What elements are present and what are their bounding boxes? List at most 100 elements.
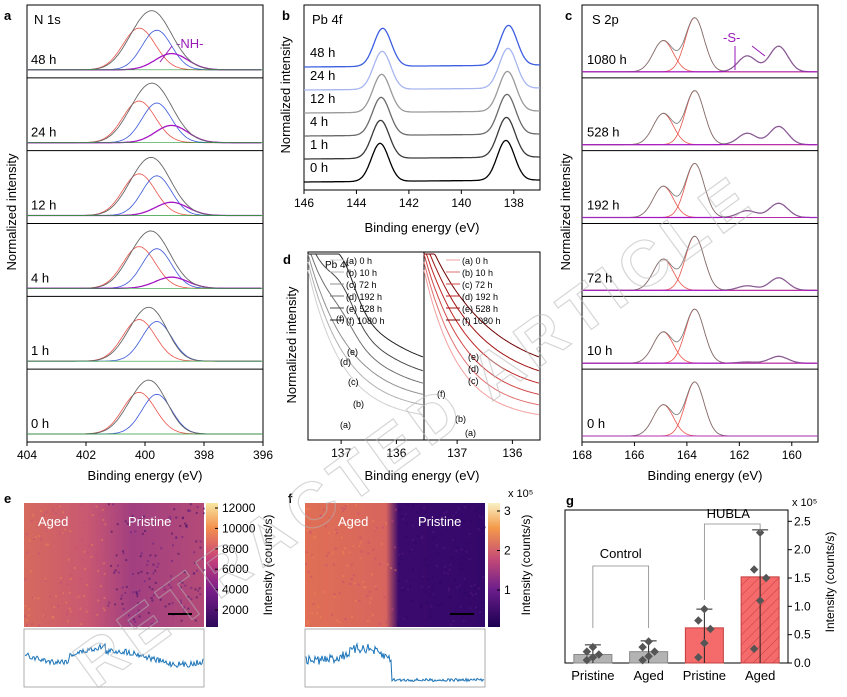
texture-dot (374, 528, 377, 531)
texture-dot (481, 606, 484, 608)
texture-dot (37, 597, 40, 600)
texture-dot (122, 550, 125, 553)
texture-dot (61, 592, 64, 594)
y-tick-label: 0.0 (794, 656, 811, 670)
texture-dot (338, 621, 341, 624)
texture-dot (405, 512, 408, 515)
texture-dot (425, 591, 427, 594)
panel-title: S 2p (592, 12, 619, 27)
trace-label: 4 h (31, 270, 49, 285)
colorbar-label: Intensity (counts/s) (261, 515, 275, 616)
texture-dot (469, 607, 472, 610)
texture-dot (66, 583, 69, 586)
texture-dot (468, 558, 471, 561)
texture-dot (187, 509, 190, 512)
texture-dot (349, 583, 352, 585)
texture-dot (452, 514, 455, 517)
panel-g: g x 10⁵ Intensity (counts/s) 2.5 2.0 1.5 1.… (564, 493, 837, 683)
texture-dot (311, 554, 314, 557)
texture-dot (438, 581, 441, 584)
x-tick-label: 404 (17, 448, 37, 462)
texture-dot (421, 535, 424, 538)
texture-dot (168, 523, 171, 526)
texture-dot (85, 610, 88, 613)
texture-dot (151, 622, 154, 625)
texture-dot (27, 614, 30, 617)
texture-dot (98, 514, 101, 517)
curve-label: (b) (455, 414, 466, 424)
texture-dot (435, 544, 438, 547)
texture-dot (385, 522, 388, 525)
texture-dot (305, 551, 308, 554)
texture-dot (138, 615, 141, 618)
fit-peak-blue (27, 175, 262, 216)
texture-dot (189, 509, 192, 512)
trace-label: 1080 h (587, 52, 627, 67)
envelope (27, 82, 262, 144)
texture-dot (341, 517, 344, 520)
texture-dot (472, 594, 474, 597)
texture-dot (368, 590, 371, 593)
fit-peak-red (27, 100, 262, 144)
texture-dot (137, 520, 140, 523)
heatmap-image (305, 503, 485, 627)
y-tick-label: 0.5 (794, 628, 811, 642)
data-point (594, 650, 604, 659)
region-label-pristine: Pristine (418, 514, 461, 529)
texture-dot (451, 525, 454, 528)
texture-dot (185, 524, 188, 527)
texture-dot (357, 583, 360, 586)
texture-dot (24, 605, 27, 607)
texture-dot (203, 507, 206, 510)
data-point (638, 642, 647, 652)
annotation-arrow (751, 45, 766, 57)
texture-dot (459, 589, 462, 592)
texture-dot (476, 608, 479, 611)
texture-dot (48, 527, 51, 530)
texture-dot (335, 532, 338, 535)
texture-dot (55, 595, 58, 598)
texture-dot (62, 511, 65, 514)
texture-dot (344, 518, 347, 521)
texture-dot (157, 562, 160, 565)
texture-dot (195, 596, 198, 599)
texture-dot (146, 572, 149, 575)
texture-dot (113, 572, 116, 575)
texture-dot (135, 592, 138, 595)
texture-dot (47, 543, 50, 546)
texture-dot (59, 581, 62, 584)
texture-dot (467, 594, 470, 597)
texture-dot (91, 514, 94, 517)
texture-dot (52, 616, 55, 619)
texture-dot (75, 547, 77, 550)
panel-a: a N 1s -NH- Normalized intensity Binding… (4, 4, 273, 483)
panel-letter: a (4, 8, 12, 23)
texture-dot (438, 582, 441, 585)
panel-b: b Pb 4f Normalized intensity Binding ene… (278, 4, 541, 235)
texture-dot (461, 567, 464, 570)
texture-dot (333, 531, 336, 534)
texture-dot (43, 513, 46, 516)
y-axis-label: Normalized intensity (558, 153, 573, 271)
texture-dot (437, 604, 440, 607)
texture-dot (459, 563, 462, 566)
region-label-aged: Aged (38, 514, 68, 529)
texture-dot (443, 547, 446, 549)
texture-dot (306, 508, 309, 511)
texture-dot (320, 516, 323, 519)
texture-dot (182, 516, 184, 519)
line-profile (24, 642, 204, 669)
texture-dot (458, 521, 461, 524)
data-point (755, 596, 765, 605)
texture-dot (434, 536, 437, 539)
plot-frame (303, 4, 541, 191)
texture-dot (132, 618, 135, 621)
texture-dot (394, 508, 397, 511)
texture-dot (455, 511, 458, 514)
texture-dot (397, 579, 400, 582)
fit-peak-s (582, 355, 817, 364)
texture-dot (198, 587, 201, 590)
texture-dot (459, 605, 462, 608)
data-point (755, 528, 765, 537)
colorbar-multiplier: x 10⁵ (508, 488, 533, 500)
